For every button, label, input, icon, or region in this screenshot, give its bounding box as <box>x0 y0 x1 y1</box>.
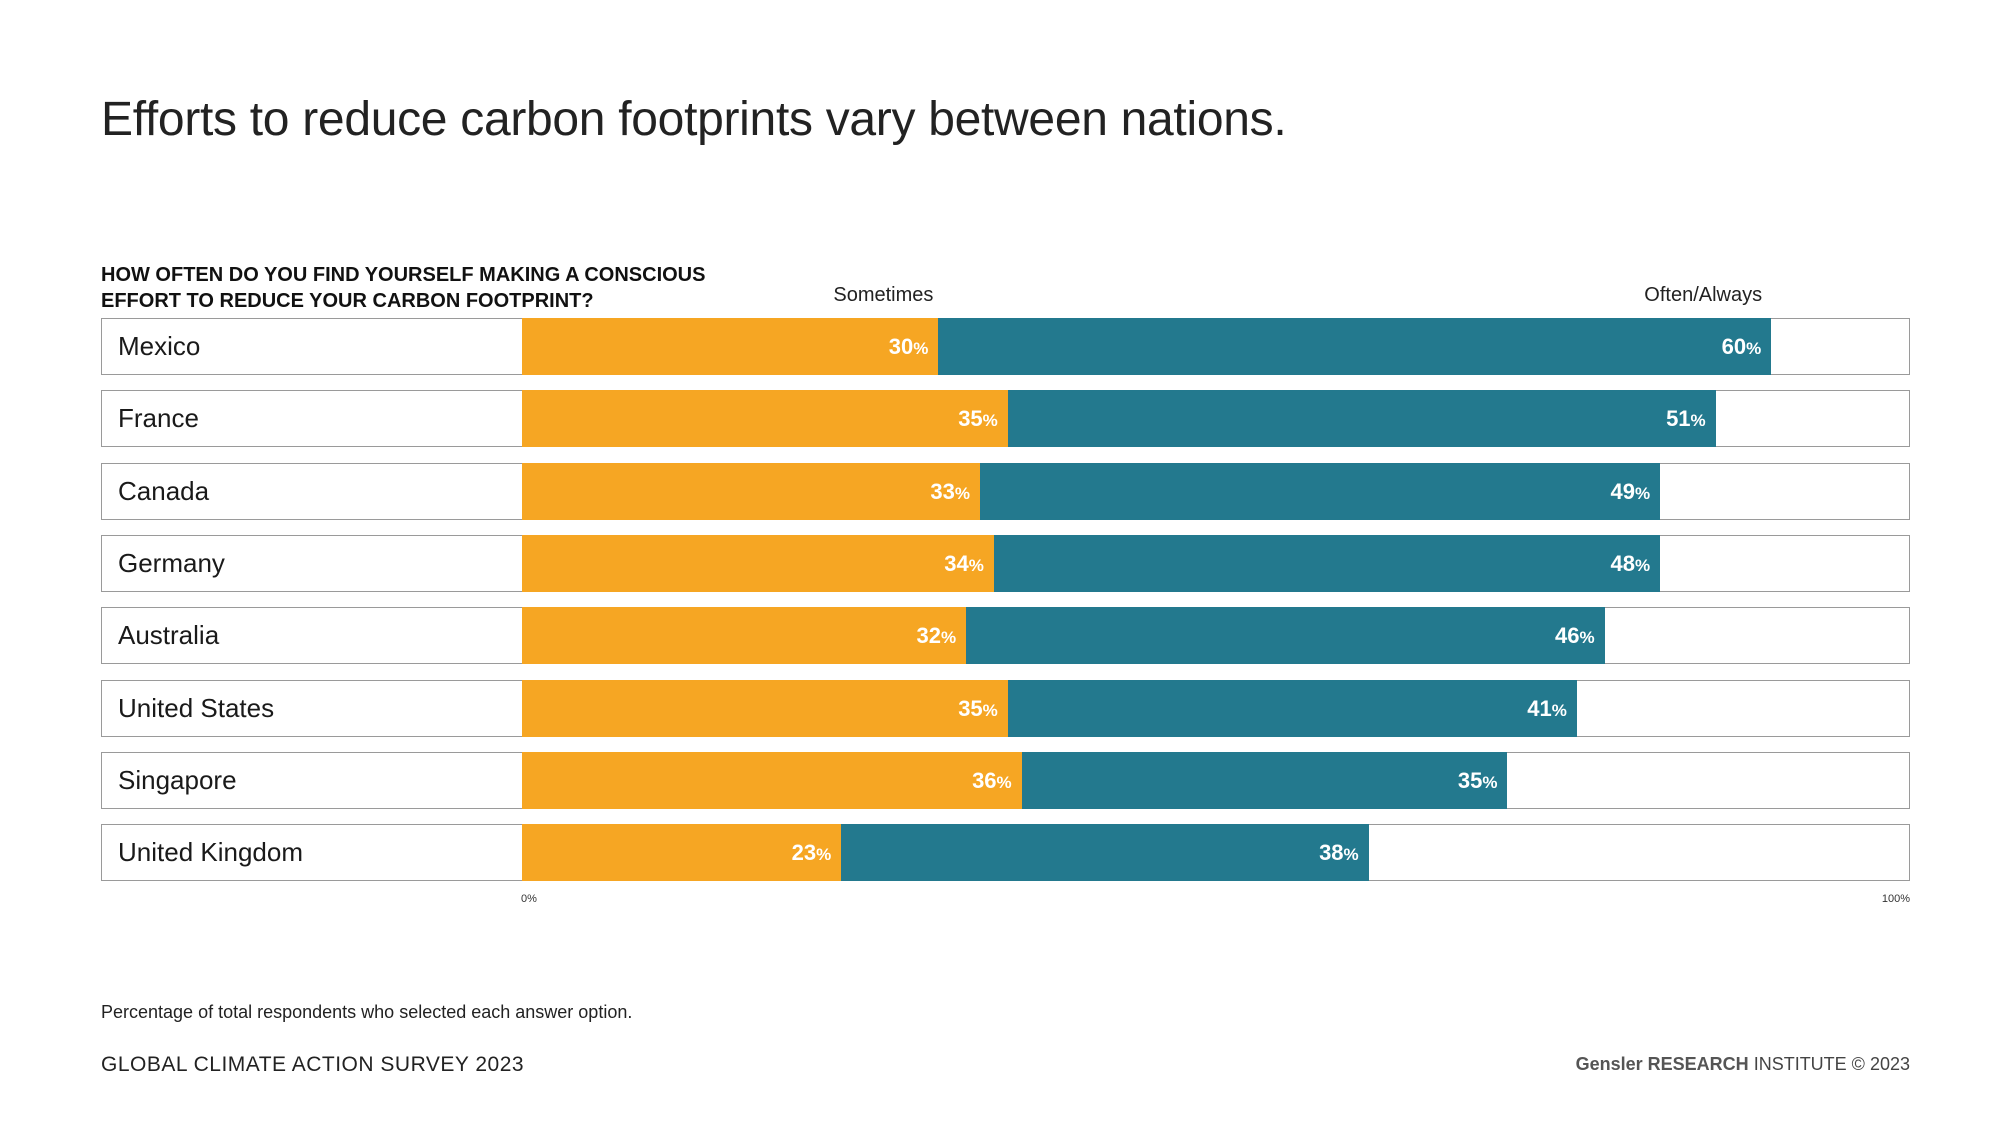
data-label: 35% <box>958 406 998 432</box>
data-label: 32% <box>916 623 957 649</box>
brand-research: RESEARCH <box>1647 1054 1749 1074</box>
data-label: 41% <box>1527 695 1567 721</box>
legend-often-always: Often/Always <box>1644 284 1763 306</box>
bar-segment-sometimes <box>522 751 1022 809</box>
brand-credit: Gensler RESEARCH INSTITUTE © 2023 <box>1576 1054 1910 1075</box>
category-label: Canada <box>118 475 210 506</box>
chart-footnote: Percentage of total respondents who sele… <box>101 1002 633 1022</box>
bar-segment-often-always <box>1007 679 1577 737</box>
bar-segment-sometimes <box>522 679 1008 737</box>
bar-segment-sometimes <box>522 824 842 882</box>
bar-segment-often-always <box>966 607 1605 665</box>
survey-name: GLOBAL CLIMATE ACTION SURVEY 2023 <box>101 1053 525 1076</box>
category-label: United States <box>118 692 275 723</box>
data-label: 34% <box>944 550 984 576</box>
data-label: 35% <box>1457 767 1498 793</box>
chart-question: HOW OFTEN DO YOU FIND YOURSELF MAKING A … <box>101 262 801 314</box>
x-tick-label: 0% <box>521 893 537 905</box>
bar-segment-often-always <box>1007 390 1716 448</box>
data-label: 60% <box>1721 334 1762 359</box>
data-label: 33% <box>930 478 971 504</box>
bar-segment-sometimes <box>522 390 1008 448</box>
x-tick-label: 100% <box>1881 893 1910 905</box>
bar-segment-often-always <box>980 462 1661 520</box>
brand-institute: INSTITUTE © 2023 <box>1753 1054 1910 1074</box>
legend-sometimes: Sometimes <box>833 284 934 306</box>
question-line-1: HOW OFTEN DO YOU FIND YOURSELF MAKING A … <box>101 264 706 286</box>
data-label: 35% <box>958 695 998 721</box>
data-label: 48% <box>1610 550 1651 576</box>
category-label: Germany <box>118 547 225 578</box>
question-line-2: EFFORT TO REDUCE YOUR CARBON FOOTPRINT? <box>101 290 594 312</box>
category-label: United Kingdom <box>118 837 303 868</box>
data-label: 38% <box>1319 840 1359 866</box>
category-label: France <box>118 403 199 434</box>
bar-segment-sometimes <box>522 462 981 520</box>
bar-segment-often-always <box>841 824 1369 882</box>
data-label: 30% <box>888 334 929 359</box>
bar-segment-sometimes <box>522 607 967 665</box>
brand-gensler: Gensler <box>1575 1054 1643 1074</box>
bar-segment-sometimes <box>522 318 939 375</box>
bar-segment-often-always <box>938 318 1772 375</box>
bar-segment-often-always <box>1021 751 1508 809</box>
category-label: Mexico <box>118 331 201 361</box>
data-label: 51% <box>1666 406 1706 432</box>
data-label: 36% <box>972 767 1012 793</box>
page-title: Efforts to reduce carbon footprints vary… <box>101 93 1287 146</box>
data-label: 49% <box>1610 478 1651 504</box>
category-label: Australia <box>118 620 220 651</box>
bar-segment-sometimes <box>522 534 994 592</box>
data-label: 46% <box>1555 623 1595 649</box>
bar-segment-often-always <box>993 534 1661 592</box>
data-label: 23% <box>791 840 832 866</box>
category-label: Singapore <box>118 764 237 795</box>
